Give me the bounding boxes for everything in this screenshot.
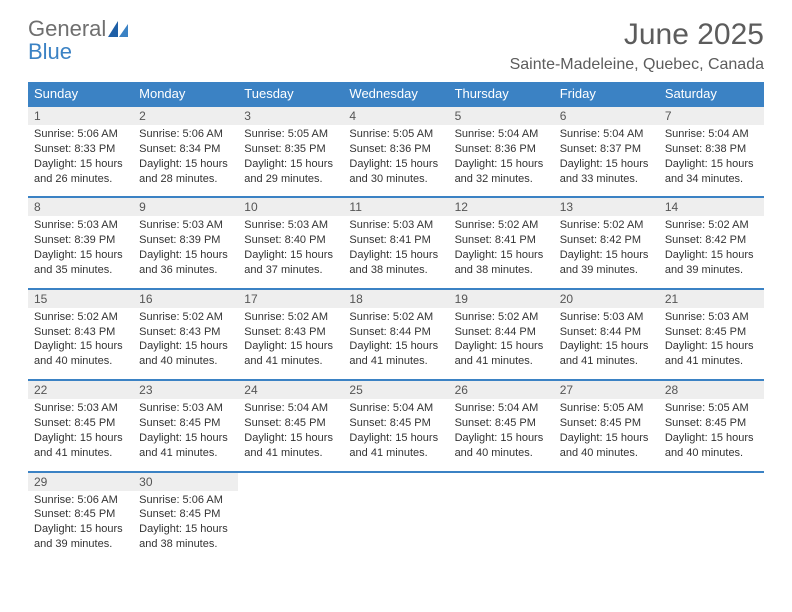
day-cell: Sunrise: 5:03 AMSunset: 8:41 PMDaylight:… [343,216,448,288]
day-cell [449,491,554,562]
day-cell: Sunrise: 5:05 AMSunset: 8:35 PMDaylight:… [238,125,343,197]
day-number: 26 [449,380,554,399]
day-cell: Sunrise: 5:03 AMSunset: 8:39 PMDaylight:… [28,216,133,288]
day-number: 6 [554,106,659,125]
day-number: 14 [659,197,764,216]
day-number: 27 [554,380,659,399]
day-number [238,472,343,491]
day-cell: Sunrise: 5:02 AMSunset: 8:43 PMDaylight:… [133,308,238,380]
day-cell [343,491,448,562]
day-cell: Sunrise: 5:03 AMSunset: 8:44 PMDaylight:… [554,308,659,380]
day-cell: Sunrise: 5:04 AMSunset: 8:38 PMDaylight:… [659,125,764,197]
daynum-row: 22232425262728 [28,380,764,399]
day-cell: Sunrise: 5:02 AMSunset: 8:43 PMDaylight:… [238,308,343,380]
content-row: Sunrise: 5:03 AMSunset: 8:45 PMDaylight:… [28,399,764,471]
day-cell: Sunrise: 5:06 AMSunset: 8:45 PMDaylight:… [28,491,133,562]
day-cell: Sunrise: 5:04 AMSunset: 8:45 PMDaylight:… [343,399,448,471]
day-number: 28 [659,380,764,399]
day-number: 2 [133,106,238,125]
day-header: Tuesday [238,82,343,106]
daynum-row: 15161718192021 [28,289,764,308]
day-number: 7 [659,106,764,125]
day-cell: Sunrise: 5:06 AMSunset: 8:33 PMDaylight:… [28,125,133,197]
day-cell: Sunrise: 5:02 AMSunset: 8:42 PMDaylight:… [554,216,659,288]
header: General Blue June 2025 Sainte-Madeleine,… [28,18,764,74]
day-cell: Sunrise: 5:06 AMSunset: 8:45 PMDaylight:… [133,491,238,562]
day-number: 5 [449,106,554,125]
day-number: 25 [343,380,448,399]
day-cell: Sunrise: 5:03 AMSunset: 8:45 PMDaylight:… [133,399,238,471]
day-cell: Sunrise: 5:03 AMSunset: 8:39 PMDaylight:… [133,216,238,288]
day-number: 20 [554,289,659,308]
day-number [343,472,448,491]
month-title: June 2025 [510,18,764,52]
day-number: 30 [133,472,238,491]
day-number [659,472,764,491]
day-cell: Sunrise: 5:05 AMSunset: 8:45 PMDaylight:… [659,399,764,471]
daynum-row: 891011121314 [28,197,764,216]
logo-line1: General [28,16,106,41]
day-number: 16 [133,289,238,308]
day-number: 22 [28,380,133,399]
day-header: Monday [133,82,238,106]
day-number: 13 [554,197,659,216]
day-number: 23 [133,380,238,399]
day-cell: Sunrise: 5:02 AMSunset: 8:42 PMDaylight:… [659,216,764,288]
day-number: 19 [449,289,554,308]
day-number [554,472,659,491]
day-header: Saturday [659,82,764,106]
day-cell: Sunrise: 5:04 AMSunset: 8:45 PMDaylight:… [449,399,554,471]
day-number: 8 [28,197,133,216]
day-number: 11 [343,197,448,216]
day-cell [659,491,764,562]
content-row: Sunrise: 5:02 AMSunset: 8:43 PMDaylight:… [28,308,764,380]
day-number: 9 [133,197,238,216]
day-header: Thursday [449,82,554,106]
day-cell: Sunrise: 5:03 AMSunset: 8:45 PMDaylight:… [28,399,133,471]
day-number: 21 [659,289,764,308]
logo: General Blue [28,18,128,63]
day-cell [554,491,659,562]
logo-line2: Blue [28,41,128,63]
day-header-row: SundayMondayTuesdayWednesdayThursdayFrid… [28,82,764,106]
day-header: Sunday [28,82,133,106]
day-number: 1 [28,106,133,125]
day-header: Friday [554,82,659,106]
day-number: 12 [449,197,554,216]
day-cell: Sunrise: 5:04 AMSunset: 8:36 PMDaylight:… [449,125,554,197]
daynum-row: 1234567 [28,106,764,125]
day-number [449,472,554,491]
day-cell: Sunrise: 5:05 AMSunset: 8:36 PMDaylight:… [343,125,448,197]
day-cell: Sunrise: 5:03 AMSunset: 8:40 PMDaylight:… [238,216,343,288]
day-cell: Sunrise: 5:02 AMSunset: 8:41 PMDaylight:… [449,216,554,288]
content-row: Sunrise: 5:06 AMSunset: 8:33 PMDaylight:… [28,125,764,197]
logo-sail-icon [108,19,128,41]
content-row: Sunrise: 5:06 AMSunset: 8:45 PMDaylight:… [28,491,764,562]
calendar-table: SundayMondayTuesdayWednesdayThursdayFrid… [28,82,764,562]
day-cell: Sunrise: 5:06 AMSunset: 8:34 PMDaylight:… [133,125,238,197]
location: Sainte-Madeleine, Quebec, Canada [510,56,764,74]
day-cell: Sunrise: 5:04 AMSunset: 8:37 PMDaylight:… [554,125,659,197]
day-number: 18 [343,289,448,308]
day-cell: Sunrise: 5:02 AMSunset: 8:44 PMDaylight:… [449,308,554,380]
day-number: 10 [238,197,343,216]
day-number: 15 [28,289,133,308]
day-number: 29 [28,472,133,491]
day-number: 4 [343,106,448,125]
calendar-body: 1234567Sunrise: 5:06 AMSunset: 8:33 PMDa… [28,106,764,562]
content-row: Sunrise: 5:03 AMSunset: 8:39 PMDaylight:… [28,216,764,288]
day-number: 24 [238,380,343,399]
logo-text: General Blue [28,18,128,63]
title-block: June 2025 Sainte-Madeleine, Quebec, Cana… [510,18,764,74]
day-number: 3 [238,106,343,125]
day-cell: Sunrise: 5:04 AMSunset: 8:45 PMDaylight:… [238,399,343,471]
day-cell: Sunrise: 5:02 AMSunset: 8:43 PMDaylight:… [28,308,133,380]
daynum-row: 2930 [28,472,764,491]
day-cell: Sunrise: 5:03 AMSunset: 8:45 PMDaylight:… [659,308,764,380]
day-cell: Sunrise: 5:02 AMSunset: 8:44 PMDaylight:… [343,308,448,380]
day-number: 17 [238,289,343,308]
day-cell [238,491,343,562]
day-cell: Sunrise: 5:05 AMSunset: 8:45 PMDaylight:… [554,399,659,471]
day-header: Wednesday [343,82,448,106]
